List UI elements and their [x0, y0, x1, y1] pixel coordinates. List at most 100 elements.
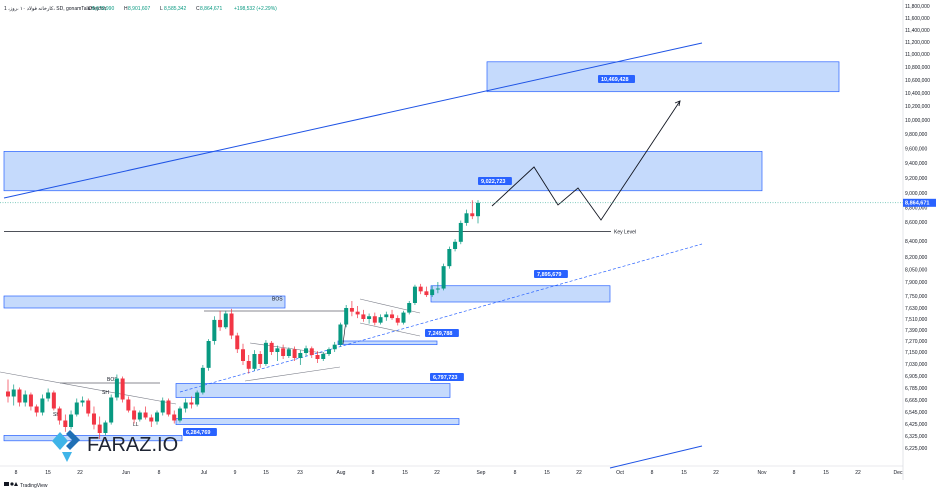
candle-body [338, 324, 343, 345]
price-tick: 8,200,000 [905, 255, 927, 261]
time-tick: Oct [616, 470, 624, 476]
candle-body [143, 412, 148, 418]
price-tick: 7,150,000 [905, 350, 927, 356]
zones-layer [3, 61, 840, 442]
candle-body [240, 349, 246, 361]
price-tick: 10,000,000 [905, 118, 930, 124]
candle-body [361, 314, 366, 319]
symbol-title: 1 ،کارخانه فولاد ۱۰ ،روز، SD, gonamTalaH… [4, 6, 107, 12]
target-zone-label-bg [598, 75, 635, 83]
time-tick: 15 [544, 470, 550, 476]
time-axis[interactable]: 8 15 22 Jun 8 Jul 9 15 23 Aug 8 15 22 Sep 8 15 22 Oct 8 15 2… [15, 470, 903, 476]
projection-arrow-icon [674, 100, 681, 107]
candle-body [269, 342, 274, 352]
wedge-line-3 [249, 342, 331, 355]
price-tick: 7,510,000 [905, 317, 927, 323]
candle-body [235, 335, 240, 350]
candle-body [69, 414, 74, 427]
candle-body [189, 402, 194, 405]
price-change: +198,532 (+2.29%) [234, 6, 277, 12]
last-price-label: 8,864,671 [905, 201, 929, 207]
candles-layer [5, 200, 481, 439]
candle-body [355, 311, 360, 315]
candle-body [263, 342, 268, 364]
candle-body [57, 408, 62, 421]
bos-annotation-upper: BOS [272, 297, 283, 303]
time-tick: Jun [122, 470, 130, 476]
candle-body [372, 316, 377, 323]
ohlc-value-c: 8,864,671 [200, 6, 222, 12]
price-tick: 11,200,000 [905, 40, 930, 46]
sh-annotation-2: SH [53, 412, 60, 418]
candle-body [200, 367, 205, 393]
ohlc-value-h: 8,901,607 [128, 6, 150, 12]
projection-path [491, 100, 681, 221]
price-tick: 10,600,000 [905, 78, 930, 84]
time-tick: 9 [234, 470, 237, 476]
candle-body [126, 399, 131, 411]
bottom-left-zone-label: 6,284,769 [186, 430, 210, 436]
faraz-logo [52, 430, 80, 462]
candle-body [332, 344, 337, 350]
support-zone-4 [175, 418, 460, 425]
price-tick: 9,400,000 [905, 161, 927, 167]
candle-body [475, 202, 481, 217]
candle-body [80, 400, 85, 403]
candle-body [120, 378, 125, 400]
upper-trendline [3, 42, 703, 199]
time-tick: 15 [681, 470, 687, 476]
time-tick: 8 [372, 470, 375, 476]
bottom-left-zone [3, 435, 183, 442]
time-tick: 8 [651, 470, 654, 476]
time-tick: 22 [77, 470, 83, 476]
time-tick: 23 [297, 470, 303, 476]
time-tick: 22 [713, 470, 719, 476]
upper-resistance-zone [3, 151, 763, 192]
candle-body [349, 308, 354, 312]
price-tick: 11,000,000 [905, 52, 930, 58]
candle-body [453, 241, 458, 249]
candle-body [97, 424, 102, 433]
wedge-line-5 [359, 322, 421, 337]
price-tick: 7,630,000 [905, 306, 927, 312]
time-tick: Sep [477, 470, 486, 476]
candle-body [166, 400, 171, 415]
support-zone-3 [175, 383, 451, 398]
price-tick: 7,030,000 [905, 362, 927, 368]
candle-body [160, 400, 165, 413]
upper-resistance-zone-label: 9,022,723 [481, 179, 505, 185]
last-price-badge [903, 198, 936, 207]
candle-body [155, 412, 160, 422]
bos-annotation-lower: BOS [107, 377, 118, 383]
time-tick: 15 [823, 470, 829, 476]
candle-body [132, 410, 137, 420]
wedge-line-2 [244, 366, 341, 382]
candle-body [46, 392, 51, 399]
sh-annotation-1: SH [102, 390, 109, 396]
ohlc-key-l: L [160, 6, 163, 12]
tradingview-brand: TradingView [20, 483, 48, 489]
candle-body [401, 312, 406, 323]
key-level-label: Key Level [614, 230, 636, 236]
candle-body [40, 398, 45, 413]
support-zone-1-label-bg [534, 270, 568, 278]
candle-body [195, 392, 200, 405]
tradingview-logo-icon [4, 482, 18, 486]
support-zone-1-label: 7,895,679 [537, 272, 561, 278]
time-tick: 22 [576, 470, 582, 476]
price-tick: 10,200,000 [905, 104, 930, 110]
time-tick: Dec [894, 470, 903, 476]
ohlc-key-c: C [196, 6, 200, 12]
ohlc-key-h: H [124, 6, 128, 12]
support-zone-3-label-bg [430, 373, 464, 381]
price-axis[interactable]: 11,800,000 11,600,000 11,400,000 11,200,000… [903, 4, 936, 452]
candle-body [321, 354, 326, 359]
price-tick: 7,270,000 [905, 339, 927, 345]
candle-body [103, 422, 108, 433]
price-tick: 9,800,000 [905, 132, 927, 138]
ll-annotation: LL [133, 422, 139, 428]
candle-body [51, 392, 56, 409]
candle-body [435, 288, 440, 290]
target-zone [486, 61, 840, 93]
